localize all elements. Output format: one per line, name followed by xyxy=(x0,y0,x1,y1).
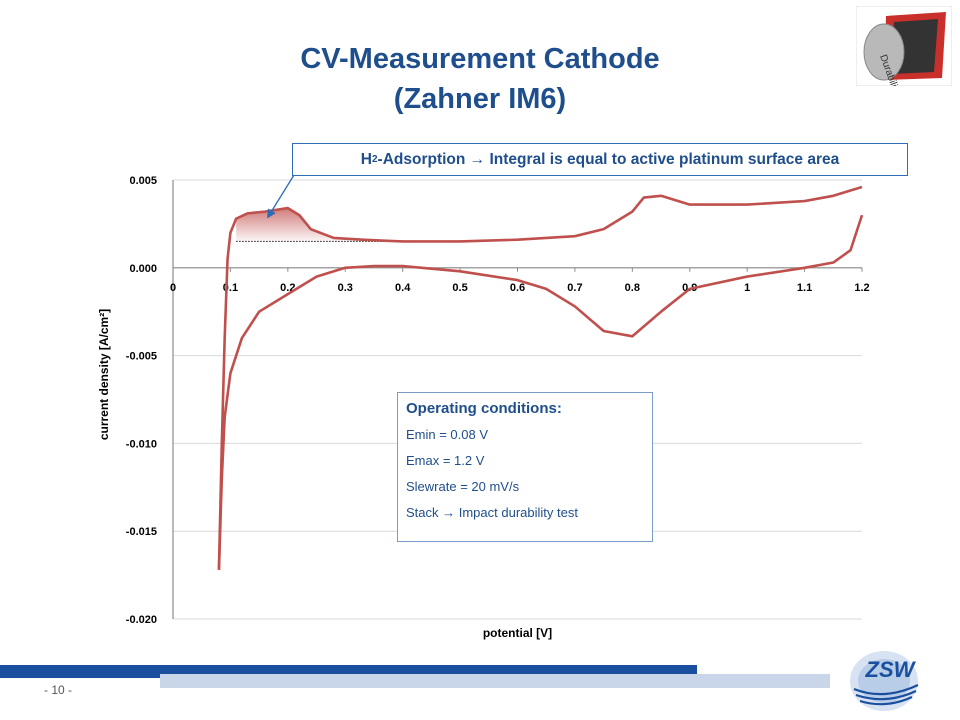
condition-emin: Emin = 0.08 V xyxy=(406,427,489,442)
y-tick-label: -0.005 xyxy=(126,351,157,363)
y-axis-title: current density [A/cm²] xyxy=(97,309,111,440)
annotation-pointer-arrow xyxy=(267,174,295,219)
x-tick-label: 0 xyxy=(170,282,176,294)
x-tick-label: 0.3 xyxy=(338,282,353,294)
x-tick-label: 1 xyxy=(744,282,750,294)
x-tick-label: 1.2 xyxy=(854,282,869,294)
condition-slewrate: Slewrate = 20 mV/s xyxy=(406,479,520,494)
annotation-adsorption: -Adsorption xyxy=(377,150,466,168)
page-number: - 10 - xyxy=(44,683,73,697)
arrow-right-icon: → xyxy=(469,150,486,168)
annotation-tail: Integral is equal to active platinum sur… xyxy=(489,150,840,168)
h-adsorption-area xyxy=(236,208,420,242)
h2-adsorption-annotation: H 2 -Adsorption → Integral is equal to act… xyxy=(292,143,908,176)
y-tick-label: -0.020 xyxy=(126,614,157,626)
condition-stack: Stack → Impact durability test xyxy=(406,505,578,520)
slide-title: CV-Measurement Cathode xyxy=(300,43,660,75)
footer-bar-light xyxy=(160,674,830,688)
y-tick-label: -0.010 xyxy=(126,438,157,450)
cathodic-sweep-line xyxy=(217,214,864,570)
x-tick-label: 0.5 xyxy=(452,282,467,294)
annotation-h: H xyxy=(360,150,372,168)
operating-conditions-box: Operating conditions: Emin = 0.08 V Emax… xyxy=(397,392,653,542)
y-tick-label: 0.005 xyxy=(129,175,157,187)
durability-logo: Durability xyxy=(856,6,952,86)
y-tick-label: 0.000 xyxy=(129,263,157,275)
x-tick-label: 0.7 xyxy=(567,282,582,294)
annotation-subscript: 2 xyxy=(371,154,378,165)
zsw-logo: ZSW xyxy=(850,651,919,711)
x-axis-title: potential [V] xyxy=(483,626,552,640)
x-tick-label: 1.1 xyxy=(797,282,812,294)
y-tick-label: -0.015 xyxy=(126,526,157,538)
zsw-logo-text: ZSW xyxy=(865,657,917,682)
x-tick-label: 0.4 xyxy=(395,282,411,294)
x-tick-label: 0.6 xyxy=(510,282,525,294)
slide-subtitle: (Zahner IM6) xyxy=(393,83,567,115)
anodic-sweep-line xyxy=(217,185,863,570)
x-tick-label: 0.8 xyxy=(625,282,640,294)
operating-conditions-heading: Operating conditions: xyxy=(406,400,562,417)
condition-emax: Emax = 1.2 V xyxy=(406,453,485,468)
